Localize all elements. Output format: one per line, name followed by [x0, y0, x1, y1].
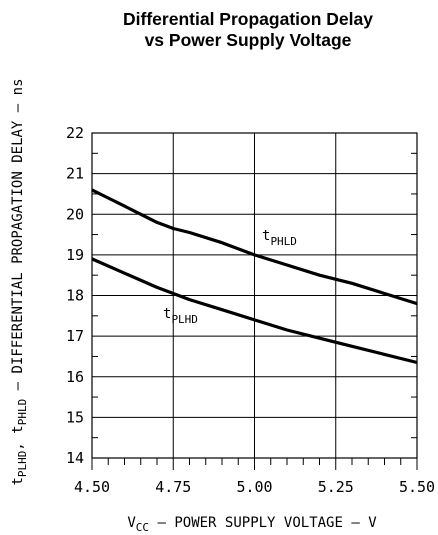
series-label-plhd-main: t [163, 306, 171, 322]
x-tick-label: 5.50 [399, 478, 435, 496]
x-axis-label: VCC – POWER SUPPLY VOLTAGE – V [127, 515, 377, 534]
y-tick-label: 14 [66, 449, 84, 467]
plot-frame [91, 132, 418, 459]
series-label-plhd: tPLHD [163, 306, 198, 326]
series-lines [91, 188, 418, 365]
y-axis-label-t1: t [10, 477, 26, 485]
series-label-phld: tPHLD [262, 228, 297, 248]
y-axis-label-mid: , t [10, 425, 26, 450]
series-line-phld [91, 188, 418, 306]
series-line-plhd [91, 257, 418, 365]
y-tick-label: 22 [66, 124, 84, 142]
y-tick-label: 16 [66, 368, 84, 386]
chart-title-line2: vs Power Supply Voltage [145, 30, 352, 50]
y-axis-label: tPLHD, tPHLD – DIFFERENTIAL PROPAGATION … [10, 78, 29, 485]
x-tick-label: 4.75 [155, 478, 191, 496]
y-tick-label: 19 [66, 246, 84, 264]
tick-labels: 14 15 16 17 18 19 20 21 22 4.50 4.75 5.00 5.25 5.50 [66, 124, 435, 496]
y-tick-label: 18 [66, 287, 84, 305]
series-label-phld-main: t [262, 228, 270, 244]
y-axis-label-s1: PLHD [16, 451, 29, 478]
x-tick-label: 5.25 [318, 478, 354, 496]
x-axis-label-main: V [127, 515, 136, 531]
x-axis-label-rest: – POWER SUPPLY VOLTAGE – V [149, 515, 377, 531]
series-label-phld-sub: PHLD [270, 235, 297, 248]
y-tick-label: 20 [66, 205, 84, 223]
grid [91, 133, 418, 470]
chart-title-line1: Differential Propagation Delay [123, 9, 373, 29]
y-axis-label-s2: PHLD [16, 399, 29, 426]
y-tick-label: 21 [66, 165, 84, 183]
x-tick-label: 4.50 [74, 478, 110, 496]
x-tick-label: 5.00 [236, 478, 272, 496]
y-tick-label: 15 [66, 408, 84, 426]
series-label-plhd-sub: PLHD [171, 313, 198, 326]
y-axis-label-rest: – DIFFERENTIAL PROPAGATION DELAY – ns [10, 78, 26, 398]
x-axis-label-sub: CC [136, 521, 149, 534]
y-tick-label: 17 [66, 327, 84, 345]
